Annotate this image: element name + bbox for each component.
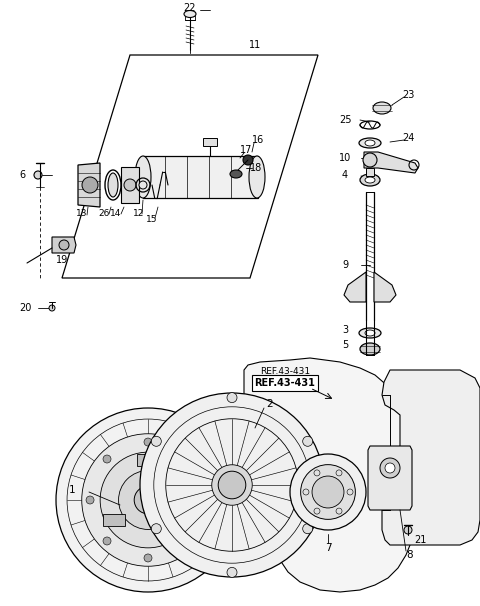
Polygon shape	[78, 163, 100, 207]
Ellipse shape	[139, 181, 147, 189]
Polygon shape	[238, 358, 416, 592]
Ellipse shape	[365, 140, 375, 146]
Text: 15: 15	[146, 216, 158, 224]
Polygon shape	[344, 272, 366, 302]
Circle shape	[185, 537, 193, 545]
Circle shape	[103, 455, 111, 463]
Text: 17: 17	[240, 145, 252, 155]
Text: 18: 18	[250, 163, 262, 173]
Text: 12: 12	[133, 210, 144, 219]
Circle shape	[185, 455, 193, 463]
Ellipse shape	[365, 177, 375, 183]
Circle shape	[86, 496, 94, 504]
Text: 14: 14	[110, 210, 122, 219]
Bar	[171, 514, 193, 526]
Ellipse shape	[184, 10, 196, 18]
Text: 9: 9	[342, 260, 348, 270]
Circle shape	[56, 408, 240, 592]
Circle shape	[385, 463, 395, 473]
Circle shape	[119, 471, 178, 530]
Text: 26: 26	[98, 210, 110, 219]
Text: 13: 13	[76, 210, 88, 219]
Ellipse shape	[359, 328, 381, 338]
Circle shape	[227, 567, 237, 578]
Circle shape	[134, 486, 162, 514]
Bar	[121, 167, 139, 203]
Text: 2: 2	[267, 399, 273, 409]
Ellipse shape	[230, 170, 242, 178]
Circle shape	[151, 436, 161, 446]
Circle shape	[59, 240, 69, 250]
Circle shape	[103, 537, 111, 545]
Text: 3: 3	[342, 325, 348, 335]
Polygon shape	[364, 152, 418, 173]
Ellipse shape	[365, 330, 375, 336]
Ellipse shape	[124, 179, 136, 191]
Bar	[143, 156, 258, 198]
Text: REF.43-431: REF.43-431	[260, 367, 310, 376]
Ellipse shape	[360, 174, 380, 186]
Text: 22: 22	[184, 3, 196, 13]
Text: 6: 6	[19, 170, 25, 180]
Text: 10: 10	[339, 153, 351, 163]
Ellipse shape	[373, 102, 391, 114]
Circle shape	[404, 526, 412, 534]
Circle shape	[312, 476, 344, 508]
Circle shape	[82, 434, 214, 566]
Circle shape	[140, 393, 324, 577]
Bar	[366, 168, 374, 176]
Text: 24: 24	[402, 133, 414, 143]
Bar	[203, 138, 217, 146]
Ellipse shape	[249, 156, 265, 198]
Text: 8: 8	[407, 550, 413, 560]
Text: 23: 23	[402, 90, 414, 100]
Circle shape	[380, 458, 400, 478]
Circle shape	[300, 465, 355, 519]
Polygon shape	[62, 55, 318, 278]
Text: 1: 1	[69, 485, 75, 495]
Circle shape	[290, 454, 366, 530]
Text: 11: 11	[249, 40, 261, 50]
Text: 4: 4	[342, 170, 348, 180]
Text: 5: 5	[342, 340, 348, 350]
Text: 20: 20	[19, 303, 31, 313]
Text: 25: 25	[339, 115, 351, 125]
Circle shape	[202, 496, 210, 504]
Ellipse shape	[360, 343, 380, 355]
Ellipse shape	[243, 155, 253, 165]
Ellipse shape	[135, 156, 151, 198]
Circle shape	[34, 171, 42, 179]
Polygon shape	[52, 237, 76, 253]
Circle shape	[82, 177, 98, 193]
Text: 21: 21	[414, 535, 426, 545]
Circle shape	[100, 452, 196, 548]
Circle shape	[144, 438, 152, 446]
Circle shape	[144, 554, 152, 562]
Polygon shape	[374, 272, 396, 302]
Text: REF.43-431: REF.43-431	[254, 378, 315, 388]
Ellipse shape	[359, 138, 381, 148]
Bar	[103, 514, 125, 526]
Circle shape	[303, 436, 312, 446]
Circle shape	[49, 305, 55, 311]
Bar	[137, 454, 159, 467]
Text: 16: 16	[252, 135, 264, 145]
Circle shape	[212, 465, 252, 505]
Circle shape	[303, 524, 312, 534]
Text: 7: 7	[324, 543, 331, 553]
Polygon shape	[382, 370, 480, 545]
Circle shape	[151, 524, 161, 534]
Circle shape	[227, 393, 237, 402]
Text: 19: 19	[56, 255, 68, 265]
Circle shape	[218, 471, 246, 499]
Ellipse shape	[108, 173, 118, 197]
Circle shape	[363, 153, 377, 167]
Polygon shape	[368, 446, 412, 510]
